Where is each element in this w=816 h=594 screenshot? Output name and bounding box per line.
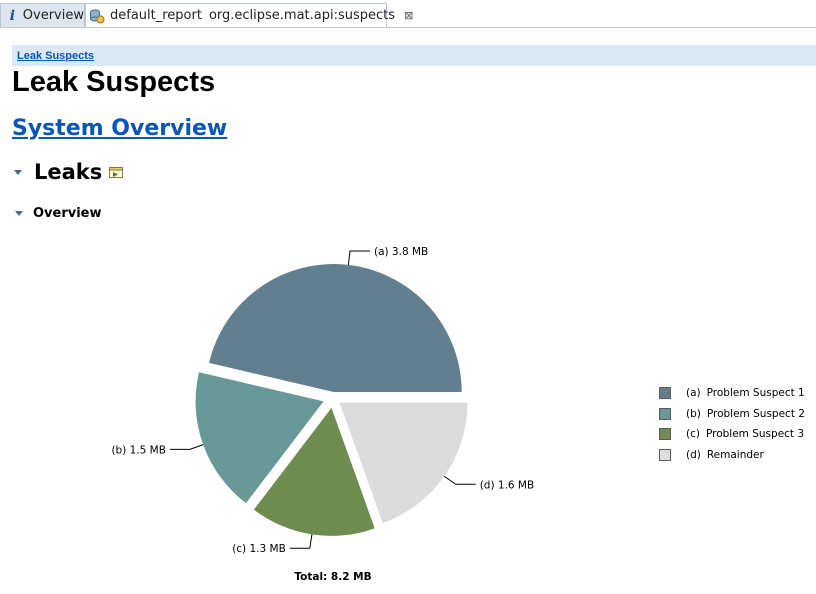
pie-slice-a[interactable] <box>209 264 462 393</box>
collapse-triangle-icon[interactable] <box>14 169 22 175</box>
legend-item: (b) Problem Suspect 2 <box>659 404 805 425</box>
legend-key: (a) <box>686 387 701 400</box>
legend-key: (c) <box>686 428 700 441</box>
tab-default-report[interactable]: default_report org.eclipse.mat.api:suspe… <box>85 3 413 27</box>
info-icon: i <box>9 7 16 24</box>
pie-slice-label: (b) 1.5 MB <box>111 444 166 456</box>
pie-slice-label: (c) 1.3 MB <box>232 543 286 555</box>
report-icon <box>89 8 105 24</box>
tab-overview-label: Overview <box>22 8 84 23</box>
leaks-title: Leaks <box>34 160 103 184</box>
legend-swatch-d <box>659 448 671 461</box>
tab-report-query: org.eclipse.mat.api:suspects <box>208 8 396 23</box>
legend-name: Remainder <box>706 448 764 461</box>
overview-title: Overview <box>33 205 102 221</box>
collapse-triangle-icon[interactable] <box>15 210 23 216</box>
page-title: Leak Suspects <box>12 66 216 98</box>
breadcrumb: Leak Suspects <box>12 45 816 66</box>
legend-item: (d) Remainder <box>659 445 805 466</box>
pie-slice-b[interactable] <box>195 372 324 504</box>
pie-leader-line <box>347 250 370 265</box>
pie-leader-line <box>443 475 476 485</box>
total-label: Total: 8.2 MB <box>294 571 371 583</box>
legend-key: (b) <box>686 407 701 420</box>
pie-slice-label: (d) 1.6 MB <box>480 479 535 491</box>
legend-name: Problem Suspect 3 <box>705 428 805 441</box>
legend-swatch-c <box>659 428 671 441</box>
query-icon[interactable] <box>108 164 124 180</box>
pie-slice-label: (a) 3.8 MB <box>374 246 428 258</box>
tab-report-label: default_report <box>110 8 202 23</box>
pie-slice-c[interactable] <box>253 407 375 536</box>
pie-leader-line <box>289 534 313 549</box>
overview-section-header: Overview <box>15 205 102 221</box>
system-overview-link[interactable]: System Overview <box>12 116 228 141</box>
legend-name: Problem Suspect 2 <box>706 407 805 420</box>
legend-swatch-b <box>659 407 671 420</box>
pie-slice-d[interactable] <box>339 402 468 524</box>
tab-overview[interactable]: i Overview <box>0 3 85 27</box>
editor-tab-bar: i Overview default_report org.eclipse.ma… <box>0 0 816 28</box>
legend-item: (c) Problem Suspect 3 <box>659 424 805 445</box>
pie-leader-line <box>169 444 204 450</box>
legend-key: (d) <box>686 448 701 461</box>
legend-item: (a) Problem Suspect 1 <box>659 383 805 404</box>
chart-legend: (a) Problem Suspect 1 (b) Problem Suspec… <box>659 383 805 465</box>
legend-swatch-a <box>659 387 671 400</box>
legend-name: Problem Suspect 1 <box>706 387 805 400</box>
close-icon[interactable]: ⊠ <box>404 9 414 22</box>
breadcrumb-link[interactable]: Leak Suspects <box>17 50 95 62</box>
leaks-section-header: Leaks <box>14 158 124 186</box>
